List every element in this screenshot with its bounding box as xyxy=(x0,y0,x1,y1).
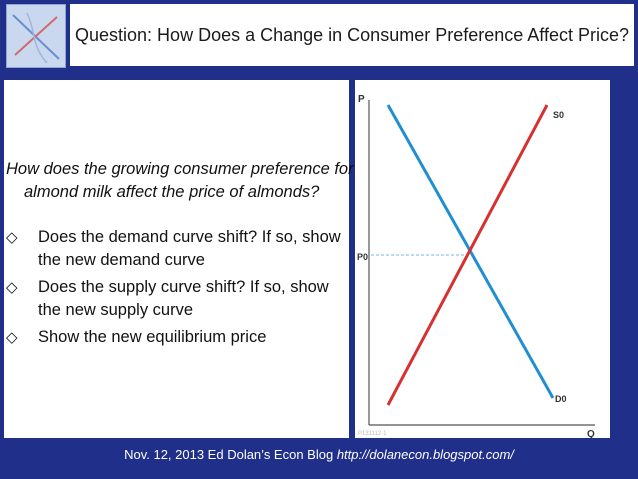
footer-text: Nov. 12, 2013 Ed Dolan’s Econ Blog xyxy=(124,447,334,462)
bullet-demand: ◇ Does the demand curve shift? If so, sh… xyxy=(6,226,344,272)
diamond-bullet-icon: ◇ xyxy=(6,329,18,346)
logo-thumbnail xyxy=(6,4,66,68)
footer-url-link[interactable]: http://dolanecon.blogspot.com/ xyxy=(336,447,514,462)
diamond-bullet-icon: ◇ xyxy=(6,279,18,296)
bullet-text: Does the supply curve shift? If so, show… xyxy=(38,278,329,319)
y-axis-label: P xyxy=(358,94,365,105)
bullet-supply: ◇ Does the supply curve shift? If so, sh… xyxy=(6,276,344,322)
supply-label: S0 xyxy=(553,110,564,120)
bullet-text: Show the new equilibrium price xyxy=(38,328,267,346)
x-axis-label: Q xyxy=(587,429,595,438)
slide-title-bar: Question: How Does a Change in Consumer … xyxy=(70,4,634,66)
figure-code: P131112-1 xyxy=(358,431,387,437)
bullet-equilibrium: ◇ Show the new equilibrium price xyxy=(6,326,344,349)
supply-demand-chart: P Q P0 S0 D0 P131112-1 xyxy=(355,80,610,440)
supply-curve-s0 xyxy=(386,104,549,406)
footer: Nov. 12, 2013 Ed Dolan’s Econ Blog http:… xyxy=(0,447,638,462)
bullet-text: Does the demand curve shift? If so, show… xyxy=(38,228,341,269)
slide-title: Question: How Does a Change in Consumer … xyxy=(75,24,629,45)
demand-label: D0 xyxy=(555,394,567,404)
question-text: How does the growing consumer preference… xyxy=(6,160,354,201)
p0-label: P0 xyxy=(357,252,368,262)
diamond-bullet-icon: ◇ xyxy=(6,229,18,246)
text-panel: How does the growing consumer preference… xyxy=(4,80,354,438)
chart-svg: P Q P0 S0 D0 P131112-1 xyxy=(357,94,595,440)
